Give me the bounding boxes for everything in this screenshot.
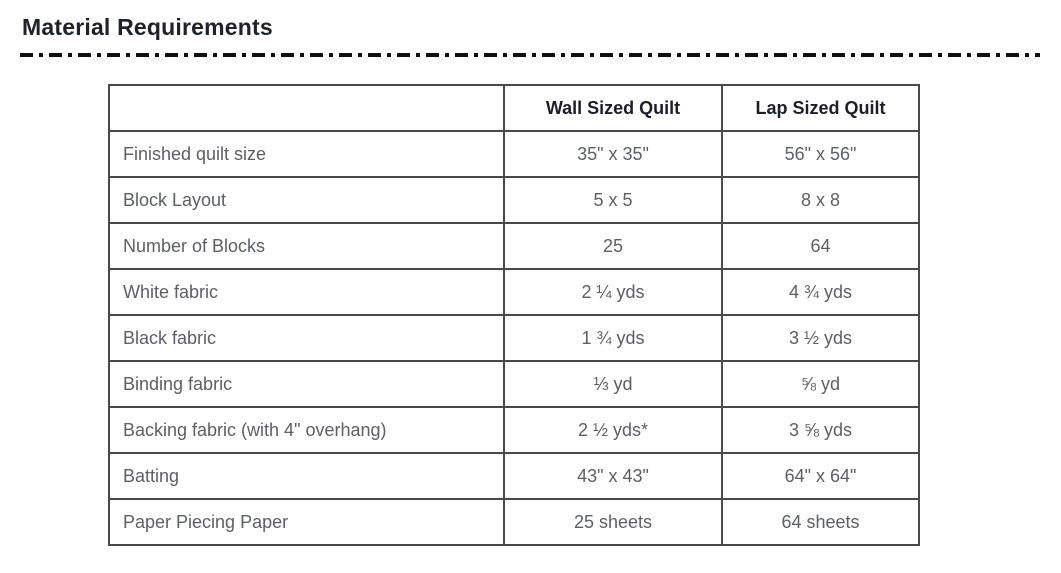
lap-value-cell: 64 sheets — [721, 498, 920, 546]
wall-value-cell: 2 ¼ yds — [503, 268, 723, 316]
wall-value-cell: 35" x 35" — [503, 130, 723, 178]
table-row: Black fabric 1 ¾ yds 3 ½ yds — [108, 314, 920, 362]
lap-value-cell: 56" x 56" — [721, 130, 920, 178]
table-row: White fabric 2 ¼ yds 4 ¾ yds — [108, 268, 920, 316]
lap-value-cell: 64" x 64" — [721, 452, 920, 500]
table-header-row: Wall Sized Quilt Lap Sized Quilt — [108, 84, 920, 132]
lap-value-cell: 3 ½ yds — [721, 314, 920, 362]
table-row: Backing fabric (with 4" overhang) 2 ½ yd… — [108, 406, 920, 454]
table-row: Batting 43" x 43" 64" x 64" — [108, 452, 920, 500]
wall-value-cell: 25 — [503, 222, 723, 270]
material-requirements-table: Wall Sized Quilt Lap Sized Quilt Finishe… — [108, 84, 920, 546]
lap-value-cell: ⅝ yd — [721, 360, 920, 408]
page: { "page": { "title": "Material Requireme… — [0, 14, 1061, 573]
table-body: Finished quilt size 35" x 35" 56" x 56" … — [108, 130, 920, 546]
wall-value-cell: 25 sheets — [503, 498, 723, 546]
table-row: Block Layout 5 x 5 8 x 8 — [108, 176, 920, 224]
wall-value-cell: 1 ¾ yds — [503, 314, 723, 362]
row-label-cell: Paper Piecing Paper — [108, 498, 505, 546]
lap-value-cell: 4 ¾ yds — [721, 268, 920, 316]
wall-value-cell: 2 ½ yds* — [503, 406, 723, 454]
row-label-cell: Finished quilt size — [108, 130, 505, 178]
table-row: Finished quilt size 35" x 35" 56" x 56" — [108, 130, 920, 178]
header-lap-sized-quilt: Lap Sized Quilt — [721, 84, 920, 132]
wall-value-cell: 5 x 5 — [503, 176, 723, 224]
page-title: Material Requirements — [22, 14, 273, 40]
lap-value-cell: 64 — [721, 222, 920, 270]
row-label-cell: Number of Blocks — [108, 222, 505, 270]
lap-value-cell: 3 ⅝ yds — [721, 406, 920, 454]
row-label-cell: Black fabric — [108, 314, 505, 362]
row-label-cell: White fabric — [108, 268, 505, 316]
row-label-cell: Batting — [108, 452, 505, 500]
wall-value-cell: 43" x 43" — [503, 452, 723, 500]
dash-dot-divider — [20, 53, 1040, 57]
row-label-cell: Block Layout — [108, 176, 505, 224]
table-row: Binding fabric ⅓ yd ⅝ yd — [108, 360, 920, 408]
wall-value-cell: ⅓ yd — [503, 360, 723, 408]
table-row: Paper Piecing Paper 25 sheets 64 sheets — [108, 498, 920, 546]
table-row: Number of Blocks 25 64 — [108, 222, 920, 270]
lap-value-cell: 8 x 8 — [721, 176, 920, 224]
header-empty-cell — [108, 84, 505, 132]
header-wall-sized-quilt: Wall Sized Quilt — [503, 84, 723, 132]
row-label-cell: Binding fabric — [108, 360, 505, 408]
row-label-cell: Backing fabric (with 4" overhang) — [108, 406, 505, 454]
